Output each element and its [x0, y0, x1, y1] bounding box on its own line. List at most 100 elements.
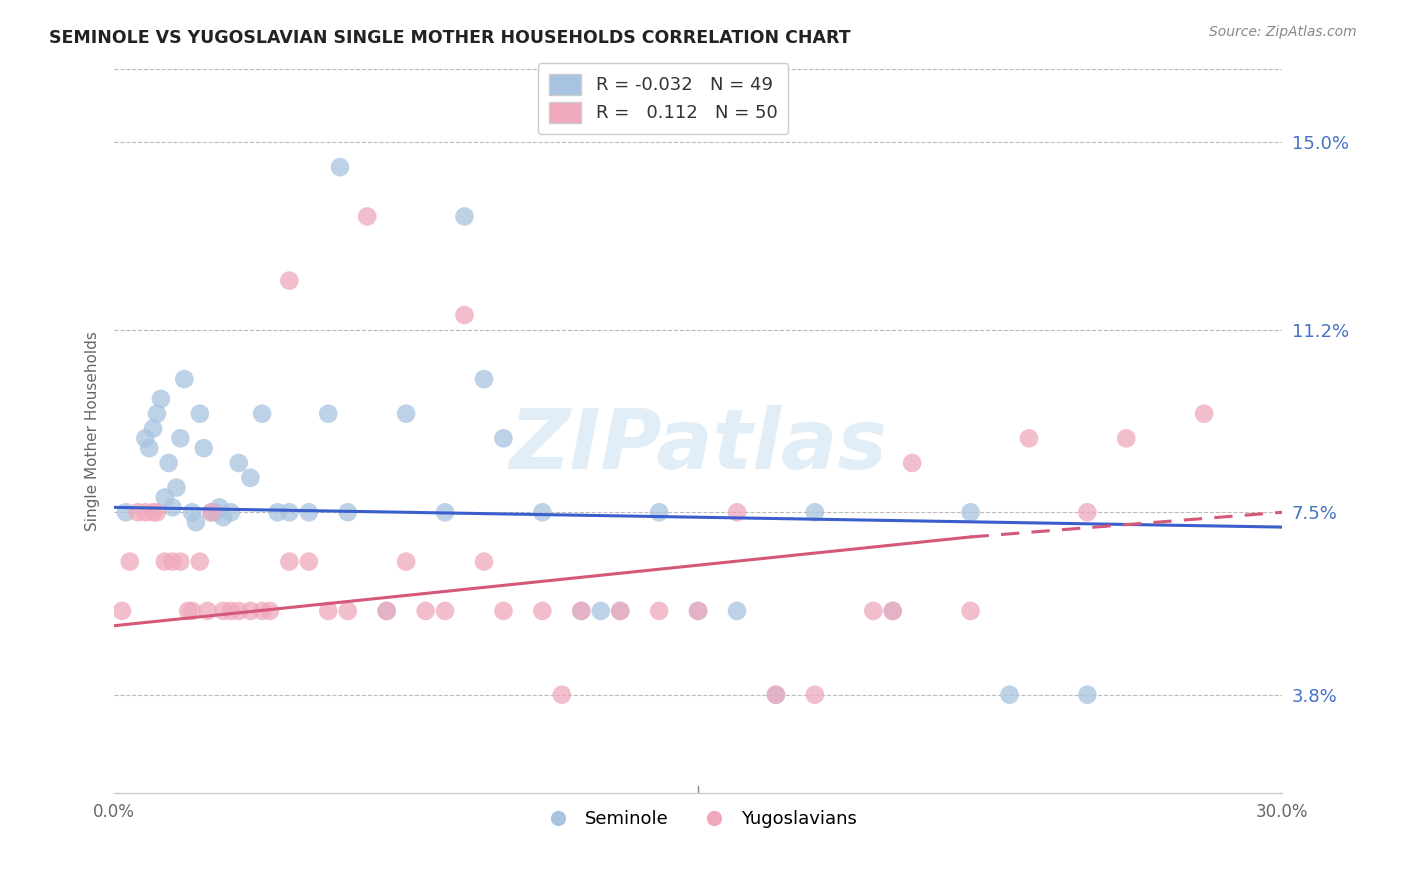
Point — [1192, 407, 1215, 421]
Point — [184, 515, 207, 529]
Point — [453, 308, 475, 322]
Point — [725, 505, 748, 519]
Point — [415, 604, 437, 618]
Point — [142, 505, 165, 519]
Point — [492, 604, 515, 618]
Point — [115, 505, 138, 519]
Point — [531, 604, 554, 618]
Point — [688, 604, 710, 618]
Point — [1115, 431, 1137, 445]
Point — [250, 604, 273, 618]
Point — [162, 500, 184, 515]
Point — [157, 456, 180, 470]
Point — [336, 604, 359, 618]
Point — [193, 441, 215, 455]
Point — [250, 407, 273, 421]
Point — [149, 392, 172, 406]
Point — [882, 604, 904, 618]
Point — [434, 604, 457, 618]
Point — [208, 500, 231, 515]
Point — [569, 604, 592, 618]
Point — [239, 471, 262, 485]
Point — [266, 505, 288, 519]
Point — [901, 456, 924, 470]
Point — [197, 604, 219, 618]
Point — [492, 431, 515, 445]
Point — [219, 505, 242, 519]
Point — [134, 505, 156, 519]
Point — [959, 604, 981, 618]
Point — [146, 505, 169, 519]
Point — [765, 688, 787, 702]
Point — [882, 604, 904, 618]
Point — [804, 505, 827, 519]
Point — [153, 491, 176, 505]
Point — [134, 431, 156, 445]
Point — [298, 505, 321, 519]
Point — [688, 604, 710, 618]
Point — [609, 604, 631, 618]
Point — [589, 604, 612, 618]
Point — [1018, 431, 1040, 445]
Point — [259, 604, 281, 618]
Point — [434, 505, 457, 519]
Point — [765, 688, 787, 702]
Point — [177, 604, 200, 618]
Point — [609, 604, 631, 618]
Point — [200, 505, 222, 519]
Point — [725, 604, 748, 618]
Point — [551, 688, 574, 702]
Point — [472, 372, 495, 386]
Point — [219, 604, 242, 618]
Point — [395, 555, 418, 569]
Point — [181, 604, 204, 618]
Point — [278, 555, 301, 569]
Point — [569, 604, 592, 618]
Point — [648, 604, 671, 618]
Text: ZIPatlas: ZIPatlas — [509, 405, 887, 486]
Point — [453, 210, 475, 224]
Point — [228, 456, 250, 470]
Point — [169, 431, 191, 445]
Point — [329, 160, 352, 174]
Point — [998, 688, 1021, 702]
Y-axis label: Single Mother Households: Single Mother Households — [86, 331, 100, 531]
Point — [239, 604, 262, 618]
Point — [127, 505, 149, 519]
Point — [1076, 505, 1098, 519]
Point — [166, 481, 188, 495]
Point — [298, 555, 321, 569]
Point — [278, 274, 301, 288]
Point — [142, 421, 165, 435]
Legend: Seminole, Yugoslavians: Seminole, Yugoslavians — [533, 803, 863, 835]
Point — [804, 688, 827, 702]
Point — [959, 505, 981, 519]
Point — [228, 604, 250, 618]
Point — [146, 407, 169, 421]
Text: SEMINOLE VS YUGOSLAVIAN SINGLE MOTHER HOUSEHOLDS CORRELATION CHART: SEMINOLE VS YUGOSLAVIAN SINGLE MOTHER HO… — [49, 29, 851, 46]
Point — [162, 555, 184, 569]
Point — [212, 510, 235, 524]
Point — [395, 407, 418, 421]
Point — [356, 210, 378, 224]
Point — [336, 505, 359, 519]
Point — [200, 505, 222, 519]
Point — [138, 441, 160, 455]
Point — [169, 555, 191, 569]
Point — [648, 505, 671, 519]
Text: Source: ZipAtlas.com: Source: ZipAtlas.com — [1209, 25, 1357, 39]
Point — [472, 555, 495, 569]
Point — [153, 555, 176, 569]
Point — [118, 555, 141, 569]
Point — [316, 407, 339, 421]
Point — [278, 505, 301, 519]
Point — [173, 372, 195, 386]
Point — [862, 604, 884, 618]
Point — [531, 505, 554, 519]
Point — [188, 555, 211, 569]
Point — [181, 505, 204, 519]
Point — [111, 604, 134, 618]
Point — [316, 604, 339, 618]
Point — [375, 604, 398, 618]
Point — [204, 505, 226, 519]
